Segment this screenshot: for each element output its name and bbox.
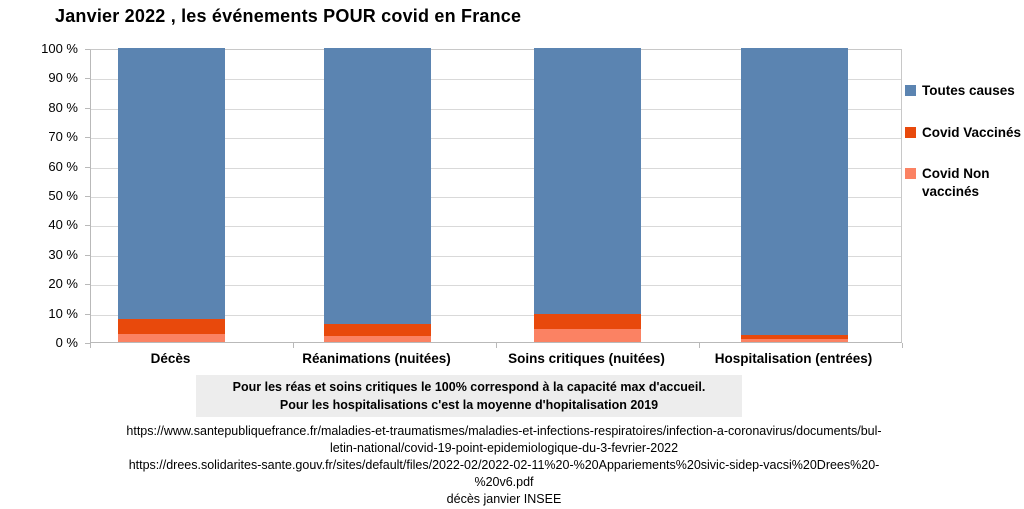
legend-item-covid-non-vaccines: Covid Non vaccinés — [905, 165, 1023, 200]
x-axis-tick — [902, 343, 903, 348]
y-axis: 100 % 90 % 80 % 70 % 60 % 50 % 40 % 30 % 20 % 10 … — [0, 41, 84, 350]
x-axis-label: Décès — [150, 351, 191, 366]
x-axis-tick — [293, 343, 294, 348]
gridline — [91, 315, 901, 316]
bar-segment-toutes-causes — [741, 48, 848, 336]
y-axis-tick — [85, 196, 90, 197]
bar-segment-covid-non-vaccines — [741, 339, 848, 342]
y-axis-label: 40 % — [48, 217, 78, 232]
y-axis-label: 70 % — [48, 129, 78, 144]
source-links: https://www.santepubliquefrance.fr/malad… — [40, 423, 968, 508]
y-axis-label: 0 % — [55, 335, 78, 350]
y-axis-tick — [85, 225, 90, 226]
bar-segment-covid-non-vaccines — [534, 329, 641, 342]
gridline — [91, 226, 901, 227]
y-axis-tick — [85, 108, 90, 109]
legend: Toutes causes Covid Vaccinés Covid Non v… — [905, 82, 1023, 200]
gridline — [91, 197, 901, 198]
source-link-line: %20v6.pdf — [474, 475, 534, 489]
x-axis-tick — [699, 343, 700, 348]
legend-swatch-covid-non-vaccines-icon — [905, 168, 916, 180]
y-axis-label: 50 % — [48, 188, 78, 203]
note-line-2: Pour les hospitalisations c'est la moyen… — [279, 398, 659, 412]
x-axis-tick — [90, 343, 91, 348]
y-axis-tick — [85, 343, 90, 344]
gridline — [91, 79, 901, 80]
plot-area — [90, 48, 902, 343]
bar-segment-toutes-causes — [118, 48, 225, 320]
y-axis-tick — [85, 284, 90, 285]
y-axis-label: 20 % — [48, 276, 78, 291]
legend-label: Toutes causes — [922, 83, 1015, 98]
y-axis-tick — [85, 137, 90, 138]
y-axis-label: 60 % — [48, 159, 78, 174]
bar-segment-covid-vaccines — [534, 314, 641, 330]
legend-swatch-covid-vaccines-icon — [905, 126, 916, 138]
y-axis-tick — [85, 255, 90, 256]
source-link-line: décès janvier INSEE — [446, 492, 562, 506]
legend-label: Covid Non vaccinés — [922, 166, 990, 199]
legend-label: Covid Vaccinés — [922, 124, 1022, 140]
x-axis-label: Réanimations (nuitées) — [302, 351, 451, 366]
bar-reanimations-nuitees — [324, 48, 431, 342]
bar-deces — [118, 48, 225, 342]
bar-segment-covid-vaccines — [324, 324, 431, 336]
y-axis-label: 100 % — [41, 41, 78, 56]
x-axis-label: Soins critiques (nuitées) — [508, 351, 665, 366]
legend-item-toutes-causes: Toutes causes — [905, 82, 1023, 100]
y-axis-label: 80 % — [48, 100, 78, 115]
gridline — [91, 256, 901, 257]
gridline — [91, 285, 901, 286]
note-box: Pour les réas et soins critiques le 100%… — [196, 375, 742, 417]
y-axis-label: 30 % — [48, 247, 78, 262]
bar-segment-covid-non-vaccines — [118, 334, 225, 342]
bar-hospitalisation-entrees — [741, 48, 848, 342]
source-link-line: https://drees.solidarites-sante.gouv.fr/… — [128, 458, 880, 472]
y-axis-tick — [85, 49, 90, 50]
bar-segment-toutes-causes — [324, 48, 431, 325]
x-axis-label: Hospitalisation (entrées) — [714, 351, 873, 366]
y-axis-tick — [85, 314, 90, 315]
bar-segment-toutes-causes — [534, 48, 641, 315]
source-link-line: https://www.santepubliquefrance.fr/malad… — [126, 424, 882, 438]
bar-segment-covid-non-vaccines — [324, 335, 431, 342]
y-axis-tick — [85, 167, 90, 168]
bar-segment-covid-vaccines — [118, 319, 225, 335]
source-link-line: letin-national/covid-19-point-epidemiolo… — [329, 441, 679, 455]
y-axis-label: 90 % — [48, 70, 78, 85]
x-axis-tick — [496, 343, 497, 348]
bar-soins-critiques-nuitees — [534, 48, 641, 342]
chart-title: Janvier 2022 , les événements POUR covid… — [55, 6, 522, 26]
gridline — [91, 168, 901, 169]
gridline — [91, 138, 901, 139]
y-axis-tick — [85, 78, 90, 79]
y-axis-label: 10 % — [48, 306, 78, 321]
gridline — [91, 109, 901, 110]
bar-segment-covid-vaccines — [741, 335, 848, 340]
legend-item-covid-vaccines: Covid Vaccinés — [905, 124, 1023, 142]
legend-swatch-toutes-causes-icon — [905, 85, 916, 96]
note-line-1: Pour les réas et soins critiques le 100%… — [232, 380, 706, 394]
